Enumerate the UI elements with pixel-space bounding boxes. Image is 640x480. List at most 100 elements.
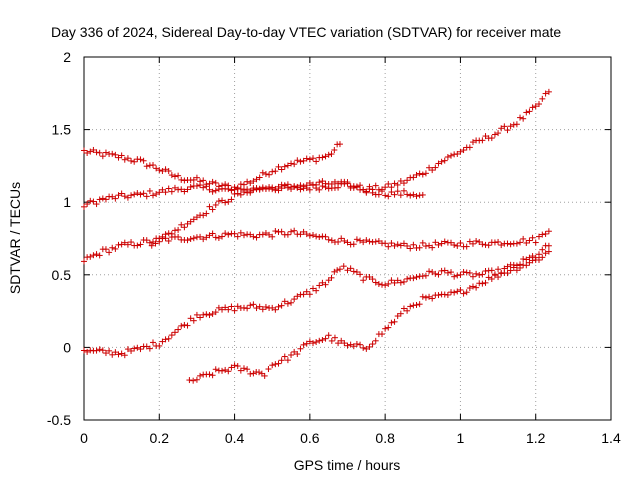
data-point: [466, 144, 473, 151]
data-point: [419, 191, 426, 198]
data-point: [240, 365, 247, 372]
data-point: [338, 337, 345, 344]
data-point: [84, 201, 91, 208]
data-point: [404, 307, 411, 314]
data-point: [156, 238, 163, 245]
data-point: [404, 177, 411, 184]
data-point: [313, 339, 320, 346]
series-trace-3: [81, 227, 552, 265]
data-point: [137, 241, 144, 248]
data-point: [372, 337, 379, 344]
data-point: [190, 377, 197, 384]
data-point: [400, 278, 407, 285]
data-point: [397, 192, 404, 199]
data-point: [225, 186, 232, 193]
data-point: [473, 237, 480, 244]
data-point: [118, 152, 125, 159]
data-point: [335, 238, 342, 245]
data-point: [344, 179, 351, 186]
data-point: [363, 345, 370, 352]
data-point: [294, 293, 301, 300]
plot-frame: [83, 56, 612, 421]
data-point: [397, 177, 404, 184]
data-point: [281, 298, 288, 305]
data-point: [454, 272, 461, 279]
data-point: [313, 158, 320, 165]
data-point: [150, 192, 157, 199]
data-point: [507, 123, 514, 130]
data-point: [460, 290, 467, 297]
data-point: [448, 152, 455, 159]
data-point: [234, 303, 241, 310]
data-point: [325, 332, 332, 339]
series-trace-4: [148, 178, 426, 249]
data-point: [84, 149, 91, 156]
data-point: [291, 348, 298, 355]
x-tick-label: 0.4: [225, 430, 245, 446]
data-point: [316, 186, 323, 193]
data-point: [93, 251, 100, 258]
y-tick-label: 0.5: [52, 267, 72, 283]
data-point: [212, 366, 219, 373]
data-point: [394, 277, 401, 284]
data-point: [288, 299, 295, 306]
data-point: [237, 191, 244, 198]
data-point: [115, 192, 122, 199]
data-point: [228, 196, 235, 203]
data-point: [340, 263, 347, 270]
data-point: [316, 179, 323, 186]
data-point: [190, 216, 197, 223]
data-point: [545, 228, 552, 235]
data-point: [488, 276, 495, 283]
data-point: [244, 178, 251, 185]
data-point: [284, 162, 291, 169]
data-point: [102, 246, 109, 253]
data-point: [187, 315, 194, 322]
data-point: [300, 341, 307, 348]
data-point: [322, 281, 329, 288]
data-point: [363, 237, 370, 244]
data-point: [375, 280, 382, 287]
data-point: [112, 195, 119, 202]
data-point: [435, 271, 442, 278]
data-point: [457, 240, 464, 247]
x-tick-label: 0.2: [150, 430, 170, 446]
data-point: [288, 184, 295, 191]
data-point: [382, 184, 389, 191]
data-point: [416, 170, 423, 177]
data-point: [281, 163, 288, 170]
data-point: [495, 266, 502, 273]
data-point: [529, 234, 536, 241]
data-point: [457, 148, 464, 155]
data-point: [262, 171, 269, 178]
data-point: [146, 345, 153, 352]
data-point: [159, 233, 166, 240]
data-point: [96, 149, 103, 156]
data-point: [322, 335, 329, 342]
data-point: [328, 151, 335, 158]
data-point: [347, 265, 354, 272]
data-point: [328, 180, 335, 187]
data-point: [366, 273, 373, 280]
data-point: [168, 188, 175, 195]
data-point: [240, 181, 247, 188]
data-point: [473, 270, 480, 277]
data-point: [275, 163, 282, 170]
data-point: [206, 203, 213, 210]
data-point: [397, 242, 404, 249]
data-point: [197, 233, 204, 240]
data-point: [479, 271, 486, 278]
data-point: [400, 187, 407, 194]
y-tick-label: 1: [63, 194, 71, 210]
data-point: [128, 239, 135, 246]
data-point: [153, 165, 160, 172]
grid-lines: [84, 57, 611, 420]
data-point: [520, 235, 527, 242]
data-point: [517, 264, 524, 271]
data-point: [366, 238, 373, 245]
data-point: [469, 273, 476, 280]
data-point: [457, 286, 464, 293]
data-point: [200, 311, 207, 318]
series-trace-2: [81, 88, 552, 210]
data-point: [165, 237, 172, 244]
